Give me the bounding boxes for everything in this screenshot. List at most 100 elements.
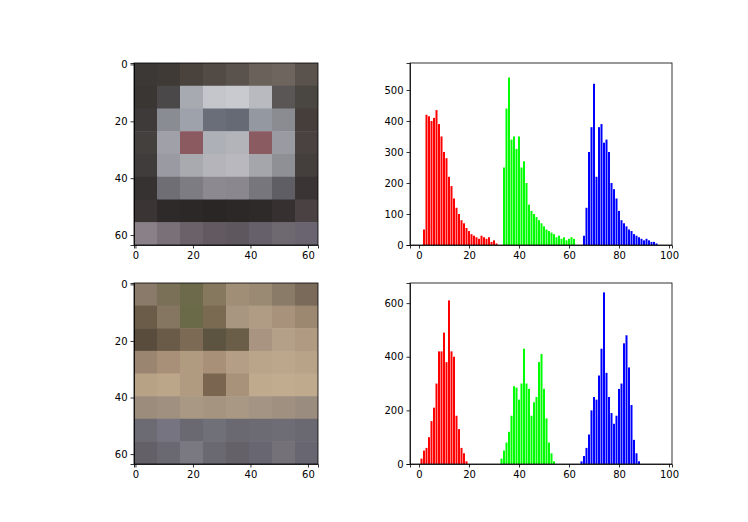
x-axis-line: [411, 246, 673, 249]
y-tick-label: 0: [397, 459, 403, 470]
y-tick-label: 100: [384, 209, 403, 220]
bar: [618, 211, 620, 245]
x-tick: 20: [463, 464, 476, 480]
pixel: [180, 222, 204, 245]
bar: [591, 410, 593, 464]
x-tick: 40: [513, 245, 526, 261]
pixel: [226, 374, 250, 397]
bar: [488, 237, 490, 245]
bar: [448, 300, 450, 464]
x-tick-label: 60: [302, 250, 315, 261]
bar: [518, 400, 520, 464]
pixel: [226, 441, 250, 464]
pixel: [203, 131, 227, 154]
bar: [551, 233, 553, 245]
bar: [558, 236, 560, 245]
bar: [458, 214, 460, 245]
bar: [511, 416, 513, 464]
pixel: [226, 328, 250, 351]
bar: [516, 149, 518, 245]
bar: [446, 158, 448, 245]
bar: [528, 389, 530, 464]
bar: [438, 124, 440, 245]
y-tick-mark: [131, 235, 135, 236]
bar: [493, 240, 495, 245]
pixel: [157, 63, 181, 86]
y-tick: 200: [384, 405, 410, 416]
pixel: [226, 63, 250, 86]
y-tick-mark: [131, 64, 135, 65]
bar: [538, 362, 540, 464]
bar: [573, 239, 575, 245]
y-tick: 600: [384, 298, 410, 309]
x-tick-mark: [308, 464, 309, 468]
pixel: [249, 109, 273, 132]
pixel: [203, 374, 227, 397]
y-tick-label: 200: [384, 405, 403, 416]
bar: [591, 127, 593, 245]
pixel: [295, 306, 318, 329]
pixel: [157, 419, 181, 442]
bar: [606, 373, 608, 464]
y-tick-label: 40: [115, 392, 128, 403]
bar: [593, 397, 595, 464]
x-tick: 40: [245, 464, 258, 480]
bar-series: [583, 84, 658, 245]
bar: [436, 384, 438, 464]
x-tick-mark: [669, 464, 670, 468]
bar: [623, 223, 625, 245]
x-tick-label: 100: [660, 469, 679, 480]
bar: [441, 136, 443, 245]
x-tick-mark: [250, 245, 251, 249]
pixel: [295, 154, 318, 177]
bar: [461, 220, 463, 245]
bar: [621, 384, 623, 464]
x-tick-mark: [569, 464, 570, 468]
bar: [638, 461, 640, 464]
pixel: [134, 131, 158, 154]
x-tick-mark: [135, 464, 136, 468]
pixel: [180, 86, 204, 109]
pixel: [249, 306, 273, 329]
bar-series: [503, 78, 575, 245]
bar: [533, 402, 535, 464]
bar: [606, 140, 608, 245]
pixel: [180, 200, 204, 223]
pixel: [226, 177, 250, 200]
x-tick-mark: [193, 464, 194, 468]
x-tick-mark: [250, 464, 251, 468]
x-tick-label: 0: [416, 469, 422, 480]
pixel: [203, 328, 227, 351]
bar: [428, 437, 430, 464]
bar: [636, 453, 638, 464]
bar: [561, 239, 563, 245]
bar: [628, 229, 630, 245]
bar: [523, 161, 525, 245]
bar: [433, 408, 435, 464]
bar: [531, 211, 533, 245]
x-tick-mark: [193, 245, 194, 249]
pixel: [295, 177, 318, 200]
y-tick-mark: [407, 357, 411, 358]
bar: [443, 333, 445, 464]
frame: [134, 283, 318, 464]
y-tick-mark: [407, 152, 411, 153]
y-axis: 0200400600: [384, 284, 410, 470]
bar: [506, 109, 508, 245]
bar: [601, 124, 603, 245]
bar: [538, 220, 540, 245]
pixel: [180, 441, 204, 464]
bar: [613, 424, 615, 464]
pixel: [272, 86, 296, 109]
bar: [508, 432, 510, 464]
x-tick-label: 20: [187, 250, 200, 261]
pixel: [249, 374, 273, 397]
x-tick: 80: [613, 245, 626, 261]
bar: [431, 421, 433, 464]
pixel: [180, 109, 204, 132]
y-tick-mark: [407, 90, 411, 91]
pixel: [272, 396, 296, 419]
bar: [598, 376, 600, 464]
bar: [436, 110, 438, 245]
bar: [616, 198, 618, 245]
